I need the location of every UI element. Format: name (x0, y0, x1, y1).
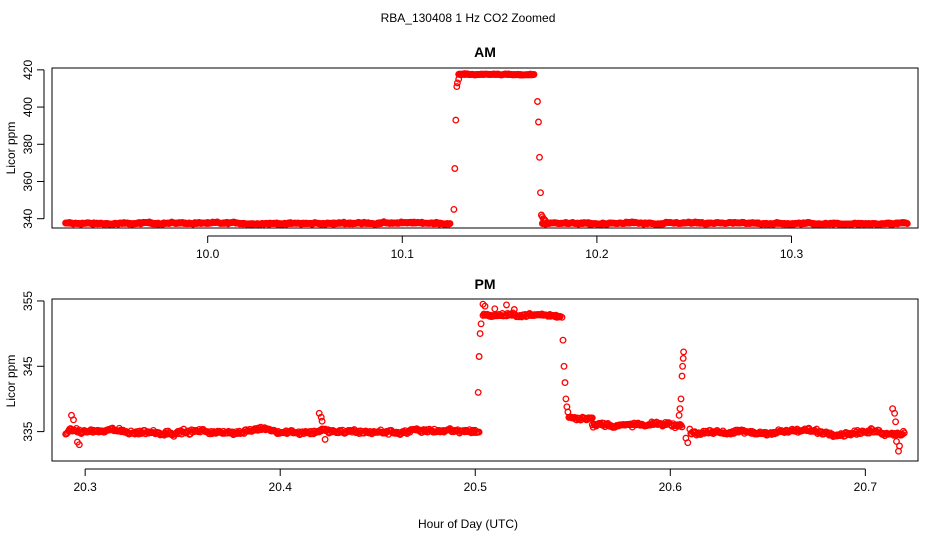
pm-x-tick-label: 20.3 (73, 480, 97, 494)
pm-data-point (845, 429, 853, 437)
pm-data-point (321, 435, 329, 443)
am-y-axis: 340 360 380 400 420 (21, 60, 45, 229)
pm-data-point (892, 418, 900, 426)
am-data-point (541, 217, 549, 225)
am-data-point (450, 205, 458, 213)
pm-x-tick-label: 20.4 (269, 480, 293, 494)
am-data-point (536, 153, 543, 161)
pm-data-point (491, 305, 499, 313)
pm-data-point (675, 411, 683, 419)
am-y-axis-label: Licor ppm (4, 122, 18, 175)
am-data-point (539, 215, 547, 223)
pm-y-axis-label: Licor ppm (4, 355, 18, 408)
pm-data-point (475, 353, 483, 360)
pm-data-point (560, 362, 568, 370)
pm-data-point (900, 429, 908, 437)
pm-data-point (561, 379, 569, 387)
pm-plot-frame (51, 298, 919, 462)
pm-data-point (679, 362, 687, 370)
pm-data-point (564, 408, 572, 416)
am-plot-frame (51, 67, 919, 229)
pm-data-point (476, 330, 484, 338)
pm-data-point (896, 442, 903, 450)
am-data-point (453, 83, 461, 91)
am-data-point (903, 220, 911, 228)
pm-data-point (893, 437, 900, 445)
am-y-tick-label: 420 (21, 60, 35, 80)
pm-data-point (559, 336, 567, 344)
am-data-point (537, 189, 544, 197)
am-y-tick-label: 360 (21, 171, 35, 191)
am-y-tick-label: 380 (21, 134, 35, 154)
x-axis-title: Hour of Day (UTC) (418, 517, 518, 531)
pm-data-point (678, 372, 686, 380)
am-x-tick-label: 10.0 (196, 247, 220, 261)
pm-data-point (562, 395, 570, 403)
pm-data-point (503, 301, 510, 309)
pm-data-point (558, 313, 566, 321)
pm-x-tick-label: 20.6 (659, 480, 683, 494)
pm-data-point (676, 405, 684, 413)
pm-data-point (318, 417, 326, 425)
am-data-point (446, 220, 454, 228)
am-data-point (535, 118, 542, 126)
pm-data-point (317, 413, 325, 421)
pm-x-tick-label: 20.7 (854, 480, 878, 494)
pm-x-tick-label: 20.5 (464, 480, 488, 494)
am-data-point (534, 98, 541, 105)
am-data-point (540, 216, 548, 224)
pm-data-point (684, 439, 692, 447)
pm-data-point (679, 354, 687, 362)
pm-data-point (677, 395, 685, 403)
pm-data-point (891, 409, 899, 417)
pm-data-point (475, 428, 483, 436)
am-x-axis: 10.0 10.1 10.2 10.3 (196, 235, 804, 261)
am-data-point (451, 165, 459, 172)
pm-y-tick-label: 355 (21, 291, 35, 311)
am-data-point (452, 116, 460, 124)
am-data-point (453, 79, 461, 87)
pm-y-tick-label: 345 (21, 356, 35, 376)
am-y-tick-label: 340 (21, 208, 35, 228)
main-title: RBA_130408 1 Hz CO2 Zoomed (381, 11, 556, 25)
am-data-point (530, 70, 538, 78)
pm-y-axis: 335 345 355 (21, 291, 45, 442)
am-x-tick-label: 10.2 (585, 247, 609, 261)
pm-panel-title: PM (475, 276, 496, 292)
pm-data-points (62, 300, 908, 455)
pm-data-point (510, 306, 518, 313)
pm-x-axis: 20.3 20.4 20.5 20.6 20.7 (73, 468, 878, 494)
pm-data-point (479, 300, 487, 308)
am-data-points (62, 70, 911, 229)
pm-data-point (588, 414, 596, 422)
pm-y-tick-label: 335 (21, 421, 35, 441)
pm-data-point (474, 388, 482, 396)
pm-data-point (70, 416, 77, 424)
pm-data-point (680, 348, 688, 356)
am-y-tick-label: 400 (21, 97, 35, 117)
am-panel-title: AM (474, 44, 496, 60)
am-x-tick-label: 10.1 (391, 247, 415, 261)
pm-data-point (678, 423, 686, 431)
am-data-point (455, 75, 463, 83)
pm-data-point (477, 320, 485, 328)
pm-data-point (75, 441, 83, 449)
pm-data-point (481, 302, 489, 310)
am-x-tick-label: 10.3 (780, 247, 804, 261)
